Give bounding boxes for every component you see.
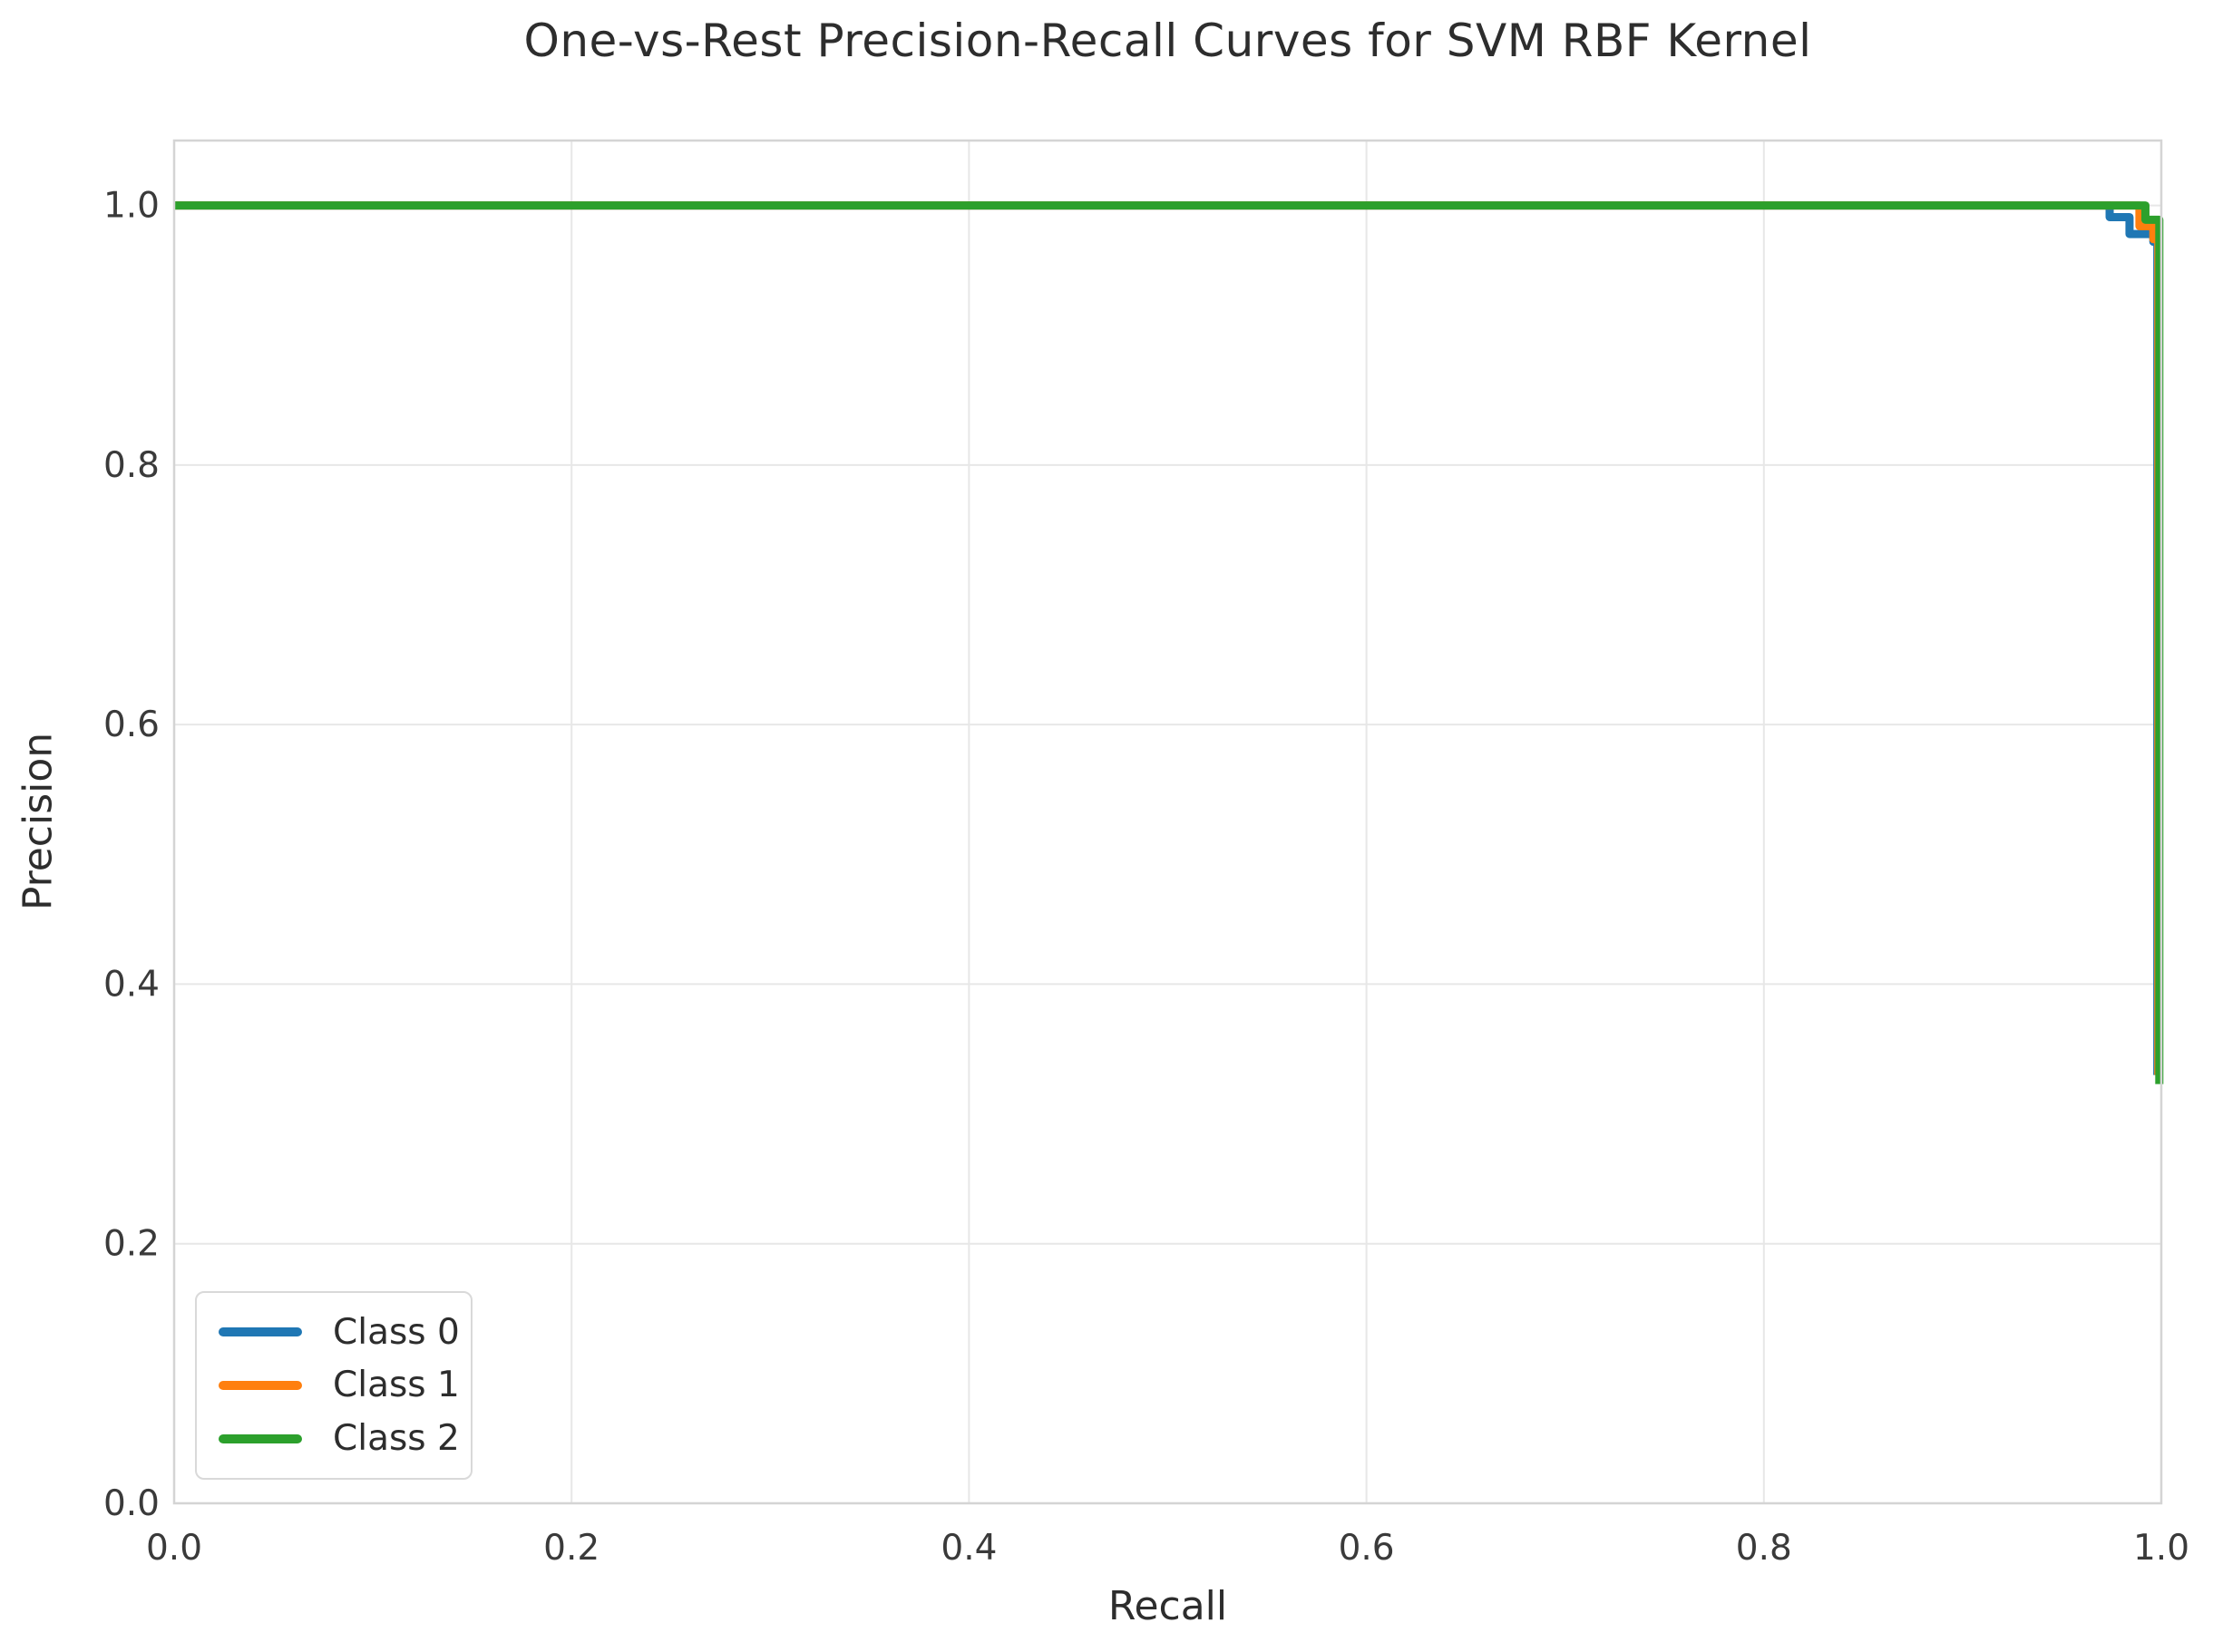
x-tick-label: 0.2 <box>543 1528 600 1569</box>
legend-line-swatch <box>219 1327 302 1337</box>
x-tick-label: 1.0 <box>2133 1528 2189 1569</box>
x-tick-label: 0.8 <box>1736 1528 1792 1569</box>
y-tick-label: 0.2 <box>103 1224 160 1265</box>
x-tick-label: 0.4 <box>941 1528 997 1569</box>
pr-curve-class-1 <box>174 201 2163 1075</box>
plot-border <box>172 139 2163 1505</box>
y-tick-label: 0.4 <box>103 964 160 1005</box>
legend-line-swatch <box>219 1380 302 1390</box>
legend-line-swatch <box>219 1433 302 1443</box>
pr-curve-class-2 <box>174 201 2164 1084</box>
y-tick-label: 0.6 <box>103 705 160 745</box>
x-tick-label: 0.0 <box>146 1528 202 1569</box>
legend-label: Class 2 <box>333 1418 460 1460</box>
y-axis-label: Precision <box>15 732 62 911</box>
legend-item-class-1: Class 1 <box>208 1360 460 1411</box>
pr-curve-class-0 <box>174 201 2162 1075</box>
y-tick-label: 0.8 <box>103 445 160 486</box>
chart-title: One-vs-Rest Precision-Recall Curves for … <box>523 15 1812 67</box>
x-tick-label: 0.6 <box>1339 1528 1395 1569</box>
legend-label: Class 1 <box>333 1365 460 1406</box>
y-tick-label: 1.0 <box>103 186 160 227</box>
x-axis-label: Recall <box>1107 1583 1228 1629</box>
legend-item-class-0: Class 0 <box>208 1307 460 1357</box>
legend: Class 0 Class 1 Class 2 <box>195 1291 473 1480</box>
legend-item-class-2: Class 2 <box>208 1414 460 1464</box>
legend-label: Class 0 <box>333 1311 460 1353</box>
y-tick-label: 0.0 <box>103 1483 160 1524</box>
